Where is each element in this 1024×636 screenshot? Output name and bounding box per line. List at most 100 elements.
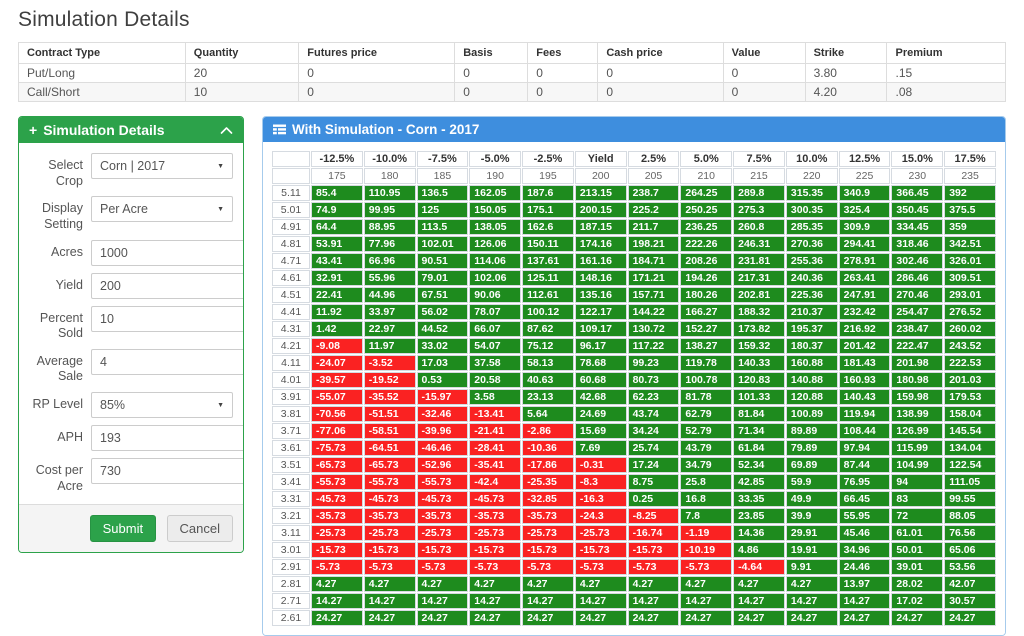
matrix-value-cell: 157.71 [627, 287, 680, 303]
matrix-row-label: 2.91 [272, 559, 310, 575]
matrix-value-cell: 90.51 [416, 253, 469, 269]
simulation-details-panel-header[interactable]: + Simulation Details [19, 117, 243, 143]
matrix-value-cell: 43.41 [311, 253, 363, 269]
matrix-value-cell: 62.79 [680, 406, 733, 422]
matrix-value-cell: 53.91 [311, 236, 363, 252]
matrix-value-cell: 17.03 [416, 355, 469, 371]
percent-sold-input[interactable] [91, 305, 243, 332]
cost-per-acre-input[interactable] [91, 458, 243, 484]
matrix-value-cell: 45.46 [838, 525, 891, 541]
matrix-value-cell: 184.71 [627, 253, 680, 269]
matrix-value-cell: 111.05 [944, 474, 996, 490]
submit-button[interactable]: Submit [89, 515, 157, 543]
matrix-value-cell: 187.6 [522, 185, 574, 201]
matrix-value-cell: 300.35 [785, 202, 838, 218]
matrix-price-header: 190 [469, 168, 522, 184]
cancel-button[interactable]: Cancel [166, 515, 233, 543]
average-sale-input[interactable] [91, 348, 243, 375]
matrix-row: 3.91 -55.07 -35.52 -15.97 3.58 23.13 42.68 62.2… [272, 389, 996, 405]
matrix-value-cell: 340.9 [838, 185, 891, 201]
rp-level-select[interactable]: 85% ▼ [91, 392, 233, 418]
select-crop-field-row: Select Crop Corn | 2017 ▼ [29, 153, 233, 189]
matrix-percent-header: 17.5% [944, 151, 996, 167]
display-setting-select[interactable]: Per Acre ▼ [91, 196, 233, 223]
contracts-col-header: Cash price [597, 42, 724, 64]
matrix-value-cell: 77.96 [363, 236, 416, 252]
matrix-row: 3.41 -55.73 -55.73 -55.73 -42.4 -25.35 -8.3 8.7… [272, 474, 996, 490]
matrix-value-cell: -45.73 [416, 491, 469, 507]
matrix-value-cell: -15.73 [469, 542, 522, 558]
matrix-row: 3.21 -35.73 -35.73 -35.73 -35.73 -35.73 -24.3-… [272, 508, 996, 524]
form-body: Select Crop Corn | 2017 ▼ Display Setting Pe… [19, 143, 243, 505]
acres-input[interactable] [91, 239, 243, 266]
contracts-cell: 3.80 [804, 63, 888, 83]
matrix-value-cell: 55.96 [363, 270, 416, 286]
contracts-cell: .08 [886, 82, 1006, 102]
matrix-value-cell: 181.43 [838, 355, 891, 371]
main-area: + Simulation Details Select Crop Corn | 2… [18, 116, 1006, 636]
matrix-value-cell: 225.36 [785, 287, 838, 303]
aph-input[interactable] [91, 425, 243, 451]
page-title: Simulation Details [18, 8, 190, 31]
matrix-value-cell: 201.42 [838, 338, 891, 354]
matrix-value-cell: -58.51 [363, 423, 416, 439]
matrix-row: 4.81 53.91 77.96 102.01 126.06 150.11 174.16 19… [272, 236, 996, 252]
matrix-row: 4.21 -9.08 11.97 33.02 54.07 75.12 96.17 117.22… [272, 338, 996, 354]
contracts-cell: 0 [298, 63, 456, 83]
matrix-value-cell: 366.45 [891, 185, 944, 201]
matrix-row: 5.11 85.4 110.95 136.5 162.05 187.6 213.15 238.… [272, 185, 996, 201]
yield-input[interactable] [91, 272, 243, 299]
matrix-value-cell: 140.43 [838, 389, 891, 405]
matrix-value-cell: 278.91 [838, 253, 891, 269]
contracts-col-header: Strike [804, 42, 888, 64]
matrix-value-cell: 72 [891, 508, 944, 524]
matrix-value-cell: -45.73 [363, 491, 416, 507]
matrix-value-cell: 162.05 [469, 185, 522, 201]
matrix-percent-header: -10.0% [363, 151, 416, 167]
matrix-value-cell: 14.27 [785, 593, 838, 609]
matrix-percent-header: 2.5% [627, 151, 680, 167]
matrix-value-cell: 52.34 [733, 457, 785, 473]
contracts-row: Put/Long 20 0 0 0 0 0 3.80.15 [18, 63, 1006, 83]
matrix-row-label: 2.61 [272, 610, 310, 626]
contracts-cell: 0 [454, 82, 529, 102]
matrix-value-cell: -25.35 [522, 474, 574, 490]
matrix-value-cell: 24.27 [680, 610, 733, 626]
matrix-value-cell: 14.27 [680, 593, 733, 609]
matrix-value-cell: 171.21 [627, 270, 680, 286]
matrix-value-cell: 65.06 [944, 542, 996, 558]
matrix-value-cell: -16.74 [627, 525, 680, 541]
aph-field-row: APH [29, 425, 243, 451]
matrix-value-cell: 14.27 [574, 593, 627, 609]
matrix-value-cell: 43.74 [627, 406, 680, 422]
matrix-value-cell: -35.73 [522, 508, 574, 524]
matrix-value-cell: 9.91 [785, 559, 838, 575]
matrix-row: 4.31 1.42 22.97 44.52 66.07 87.62 109.17 130.72… [272, 321, 996, 337]
select-crop-select[interactable]: Corn | 2017 ▼ [91, 153, 233, 179]
matrix-value-cell: 17.24 [627, 457, 680, 473]
matrix-value-cell: -24.07 [311, 355, 363, 371]
matrix-price-header-row: 175 180 185 190 195 200 205 210 215 220 225 230 235 [272, 168, 996, 184]
matrix-value-cell: 14.36 [733, 525, 785, 541]
matrix-value-cell: 140.33 [733, 355, 785, 371]
matrix-value-cell: 126.06 [469, 236, 522, 252]
matrix-value-cell: 255.36 [785, 253, 838, 269]
matrix-row-label: 4.01 [272, 372, 310, 388]
matrix-value-cell: 120.88 [785, 389, 838, 405]
form-panel-title: Simulation Details [43, 122, 165, 138]
chevron-up-icon[interactable] [220, 126, 233, 135]
cost-per-acre-label: Cost per Acre [35, 463, 83, 493]
matrix-value-cell: 326.01 [944, 253, 996, 269]
matrix-value-cell: 3.58 [469, 389, 522, 405]
matrix-value-cell: 100.78 [680, 372, 733, 388]
matrix-value-cell: 44.96 [363, 287, 416, 303]
matrix-value-cell: -25.73 [363, 525, 416, 541]
matrix-row-label: 4.51 [272, 287, 310, 303]
matrix-percent-header: -7.5% [416, 151, 469, 167]
matrix-value-cell: 159.98 [891, 389, 944, 405]
matrix-value-cell: 101.33 [733, 389, 785, 405]
matrix-value-cell: -25.73 [469, 525, 522, 541]
caret-down-icon: ▼ [217, 401, 224, 409]
matrix-row-label: 3.81 [272, 406, 310, 422]
matrix-value-cell: 76.56 [944, 525, 996, 541]
